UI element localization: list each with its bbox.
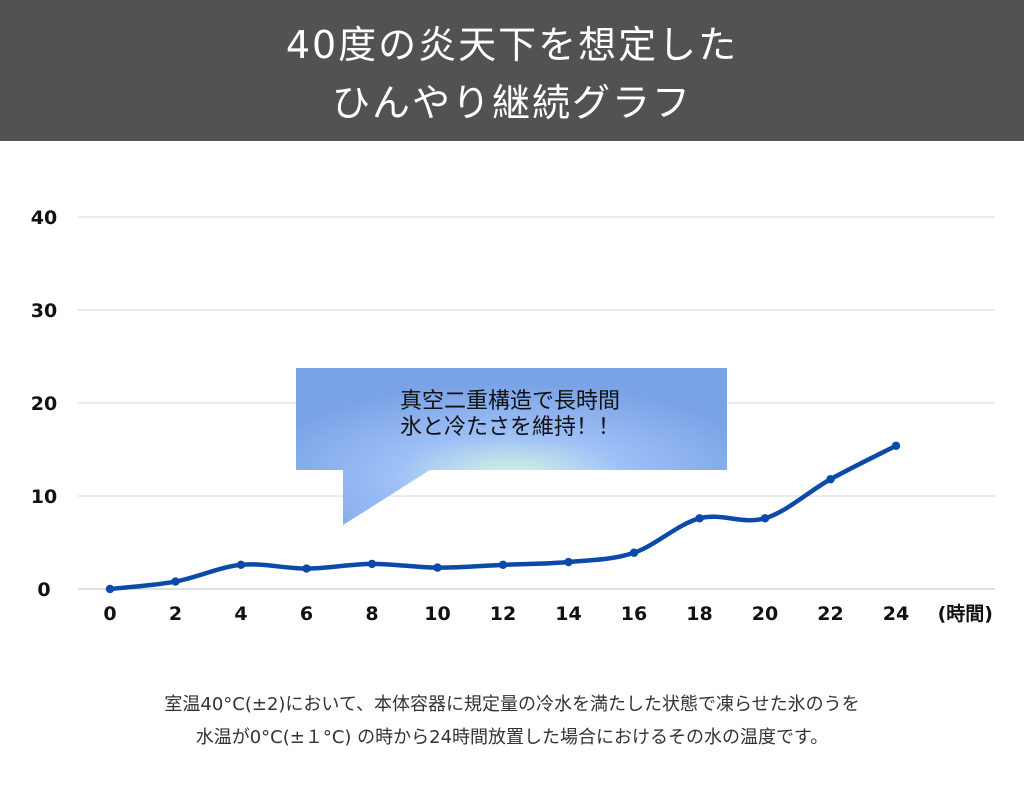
x-tick-label: 0 [103, 603, 116, 625]
data-point [433, 563, 442, 572]
chart-caption: 室温40°C(±2)において、本体容器に規定量の冷水を満たした状態で凍らせた氷の… [0, 688, 1024, 754]
data-point [367, 559, 377, 569]
data-point [236, 560, 246, 570]
data-point [171, 577, 180, 586]
title-line-2: ひんやり継続グラフ [331, 81, 692, 125]
x-tick-label: 10 [424, 603, 450, 625]
data-point [760, 514, 770, 523]
x-tick-label: 2 [169, 603, 182, 625]
data-point [695, 514, 704, 523]
callout-line-2: 氷と冷たさを維持！！ [399, 415, 620, 440]
title-line-1: 40度の炎天下を想定した [285, 23, 739, 67]
y-tick-label: 0 [37, 579, 50, 601]
callout-line-1: 真空二重構造で長時間 [399, 389, 620, 414]
data-point [826, 475, 835, 484]
caption-line-2: 水温が0°C(±１°C) の時から24時間放置した場合におけるその水の温度です。 [195, 727, 829, 748]
x-tick-label: 6 [300, 603, 313, 625]
data-point [302, 564, 311, 573]
x-tick-label: 18 [686, 603, 712, 625]
y-tick-label: 30 [31, 300, 57, 322]
data-point [498, 560, 508, 570]
x-tick-label: 16 [621, 603, 647, 625]
y-tick-label: 20 [31, 393, 57, 415]
x-tick-label: 14 [555, 603, 581, 625]
x-tick-label: 24 [883, 603, 909, 625]
x-tick-label: 12 [490, 603, 516, 625]
x-axis-label: (時間) [938, 603, 993, 625]
data-point [564, 557, 573, 567]
caption-line-1: 室温40°C(±2)において、本体容器に規定量の冷水を満たした状態で凍らせた氷の… [164, 694, 860, 715]
data-point [629, 548, 639, 557]
x-tick-label: 20 [752, 603, 778, 625]
callout-bubble [296, 368, 727, 525]
x-tick-label: 8 [365, 603, 378, 625]
data-point [891, 441, 901, 450]
y-axis-ticks: 0 10 20 30 40 [31, 207, 57, 601]
y-tick-label: 10 [31, 486, 57, 508]
y-tick-label: 40 [31, 207, 57, 229]
callout-text: 真空二重構造で長時間 氷と冷たさを維持！！ [330, 389, 690, 441]
title-banner: 40度の炎天下を想定した ひんやり継続グラフ [0, 0, 1024, 141]
data-point [105, 584, 115, 594]
x-tick-label: 4 [234, 603, 247, 625]
x-tick-label: 22 [817, 603, 843, 625]
series-temperature [105, 441, 901, 594]
x-axis-ticks: 0 2 4 6 8 10 12 14 16 18 20 22 24 (時間) [103, 603, 993, 625]
